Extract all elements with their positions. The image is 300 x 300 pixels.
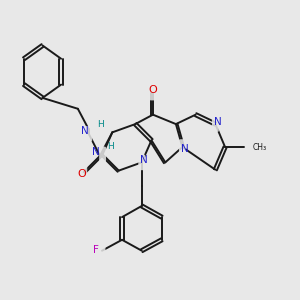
Text: H: H: [107, 142, 114, 151]
Text: N: N: [81, 126, 89, 136]
Text: N: N: [92, 147, 100, 157]
Text: CH₃: CH₃: [253, 142, 267, 152]
Text: O: O: [77, 169, 86, 178]
Text: F: F: [93, 245, 98, 255]
Text: O: O: [148, 85, 157, 94]
Text: H: H: [97, 120, 104, 129]
Text: N: N: [181, 143, 189, 154]
Text: N: N: [140, 155, 148, 165]
Text: N: N: [214, 117, 222, 127]
